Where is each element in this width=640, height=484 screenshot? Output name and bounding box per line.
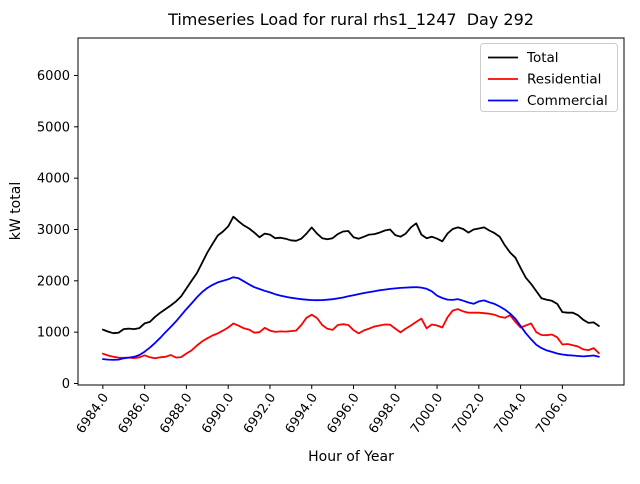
x-tick-label: 6994.0 [283, 391, 321, 437]
x-tick-label: 7000.0 [408, 391, 446, 437]
y-tick-label: 0 [62, 377, 70, 392]
legend-box [480, 43, 618, 112]
x-tick-label: 6988.0 [157, 391, 195, 437]
legend-label-residential: Residential [527, 72, 601, 88]
x-tick-label: 6996.0 [324, 391, 362, 437]
series-line-total [102, 215, 600, 335]
x-tick-label: 6992.0 [241, 391, 279, 437]
x-axis-label: Hour of Year [308, 449, 394, 465]
axes-frame [77, 37, 625, 386]
y-tick-label: 1000 [37, 326, 70, 341]
x-tick-label: 6986.0 [116, 391, 154, 437]
legend-label-commercial: Commercial [527, 93, 608, 109]
chart-title: Timeseries Load for rural rhs1_1247 Day … [167, 10, 534, 30]
y-tick-label: 4000 [37, 172, 70, 187]
x-tick-label: 7004.0 [491, 391, 529, 437]
y-axis-label: kW total [8, 182, 24, 240]
plot-area [102, 215, 600, 361]
x-tick-label: 6984.0 [74, 391, 112, 437]
x-tick-label: 6998.0 [366, 391, 404, 437]
x-tick-label: 7006.0 [533, 391, 571, 437]
series-line-commercial [102, 276, 600, 361]
y-tick-label: 3000 [37, 223, 70, 238]
x-tick-label: 6990.0 [199, 391, 237, 437]
x-tick-label: 7002.0 [450, 391, 488, 437]
axis-ticks: 6984.0 6986.0 6988.0 6990.0 6992.0 6994.0 6996… [37, 69, 572, 437]
y-tick-label: 6000 [37, 69, 70, 84]
legend: Total Residential Commercial [480, 43, 618, 112]
legend-label-total: Total [526, 50, 559, 66]
y-tick-label: 5000 [37, 120, 70, 135]
series-line-residential [102, 308, 600, 360]
y-tick-label: 2000 [37, 274, 70, 289]
